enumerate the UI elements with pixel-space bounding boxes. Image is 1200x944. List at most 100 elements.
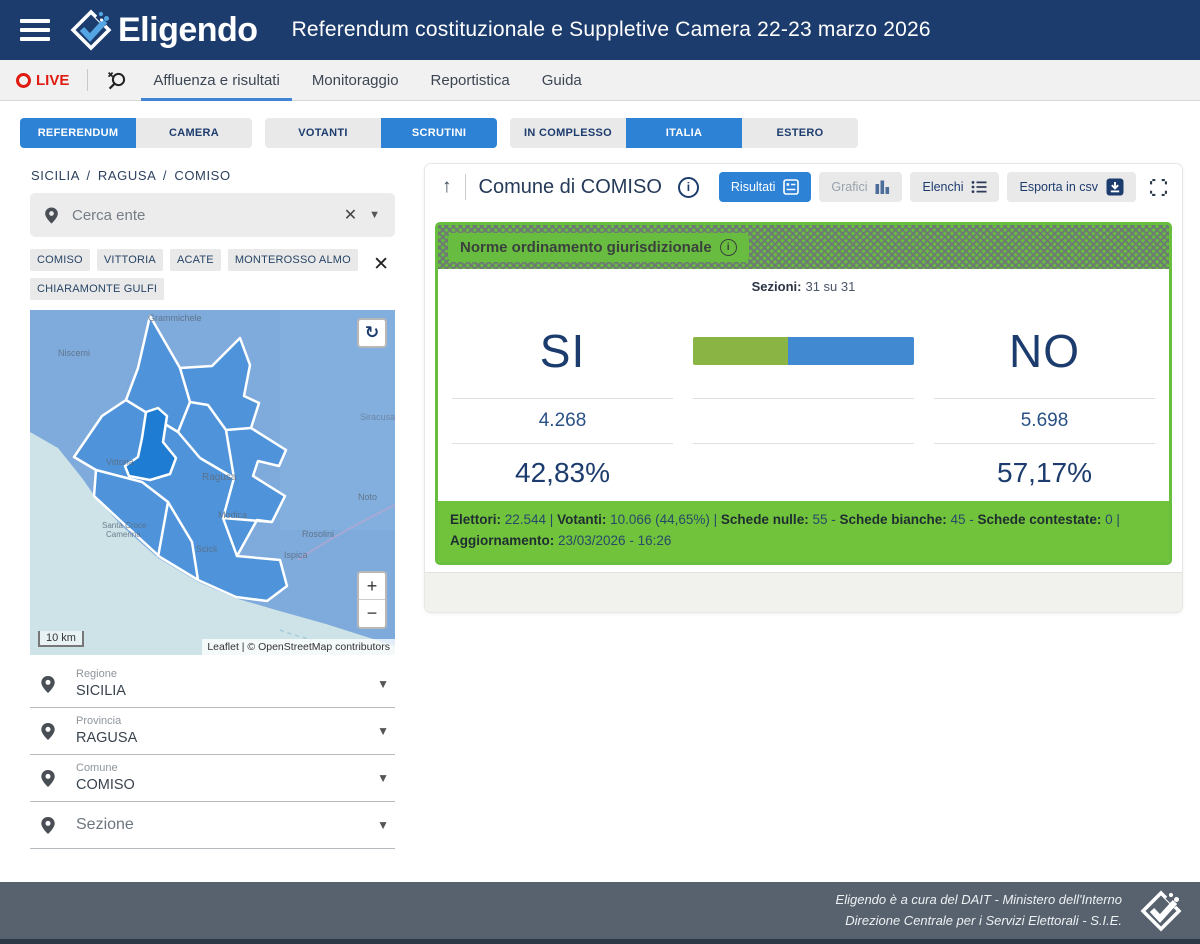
no-percent: 57,17% (934, 443, 1155, 501)
results-panel: ↑ Comune di COMISO i Risultati Grafici (425, 164, 1182, 612)
footer-line-1: Eligendo è a cura del DAIT - Ministero d… (835, 892, 1122, 908)
chip-chiaramonte-gulfi[interactable]: CHIARAMONTE GULFI (30, 278, 165, 300)
map-zoom-out-button[interactable]: − (359, 600, 385, 627)
filter-camera[interactable]: CAMERA (136, 118, 252, 148)
map-zoom-control: + − (357, 571, 387, 629)
map-pin-icon (45, 206, 58, 224)
result-bar-no (787, 336, 914, 365)
bottom-strip (0, 939, 1200, 944)
si-percent: 42,83% (452, 443, 673, 501)
esporta-label: Esporta in csv (1019, 180, 1098, 194)
chip-vittoria[interactable]: VITTORIA (96, 249, 163, 271)
view-type-group: VOTANTI SCRUTINI (265, 118, 497, 148)
map-label-modica: Modica (218, 510, 247, 520)
info-icon[interactable]: i (677, 176, 699, 198)
select-value: SICILIA (76, 682, 126, 699)
chip-acate[interactable]: ACATE (169, 249, 221, 271)
sezioni-line: Sezioni: 31 su 31 (438, 269, 1169, 303)
search-reset-icon[interactable] (96, 60, 137, 100)
chevron-down-icon: ▼ (377, 771, 389, 785)
filter-referendum[interactable]: REFERENDUM (20, 118, 136, 148)
filter-in-complesso[interactable]: IN COMPLESSO (510, 118, 626, 148)
map-label-siracusa: Siracusa (360, 412, 395, 422)
panel-footer-strip (425, 571, 1182, 612)
tab-affluenza-e-risultati[interactable]: Affluenza e risultati (137, 60, 295, 101)
select-regione[interactable]: Regione SICILIA ▼ (30, 661, 395, 708)
select-comune[interactable]: Comune COMISO ▼ (30, 755, 395, 802)
filter-votanti[interactable]: VOTANTI (265, 118, 381, 148)
si-votes: 4.268 (452, 398, 673, 443)
search-caret-icon[interactable]: ▼ (369, 209, 380, 221)
no-votes: 5.698 (934, 398, 1155, 443)
card-list-icon (783, 179, 800, 195)
search-box: ✕ ▼ (30, 193, 395, 237)
map-zoom-in-button[interactable]: + (359, 573, 385, 600)
map-refresh-icon[interactable]: ↻ (357, 318, 387, 348)
question-text: Norme ordinamento giurisdizionale (460, 238, 712, 256)
map-label-vittoria: Vittoria (106, 457, 134, 467)
referendum-question-label[interactable]: Norme ordinamento giurisdizionale i (448, 232, 749, 262)
map-pin-icon (41, 816, 55, 834)
map-pin-icon (41, 675, 55, 693)
tab-monitoraggio[interactable]: Monitoraggio (311, 71, 399, 89)
risultati-label: Risultati (730, 180, 776, 194)
main-nav: LIVE Affluenza e risultati Monitoraggio … (0, 60, 1200, 101)
sezioni-value: 31 su 31 (805, 278, 856, 294)
live-label: LIVE (36, 71, 70, 89)
select-label: Comune (76, 762, 118, 775)
elenchi-label: Elenchi (922, 180, 964, 194)
map[interactable]: Grammichele Niscemi Vittoria Ragusa Modi… (30, 310, 395, 655)
search-input[interactable] (72, 206, 342, 224)
live-indicator[interactable]: LIVE (14, 60, 79, 100)
info-icon[interactable]: i (719, 238, 737, 256)
menu-icon[interactable] (20, 19, 50, 41)
fullscreen-icon[interactable] (1148, 177, 1169, 198)
area-group: IN COMPLESSO ITALIA ESTERO (510, 118, 858, 148)
card-header-hatch: Norme ordinamento giurisdizionale i (438, 225, 1169, 269)
result-bar (693, 336, 914, 365)
risultati-button[interactable]: Risultati (718, 172, 812, 202)
sezioni-label: Sezioni: (751, 278, 802, 294)
chevron-down-icon: ▼ (377, 724, 389, 738)
results-grid: SI NO 4.268 5.698 42,83% (438, 303, 1169, 501)
breadcrumb: SICILIA / RAGUSA / COMISO (31, 168, 231, 183)
clear-chips-icon[interactable]: ✕ (371, 251, 391, 278)
search-clear-icon[interactable]: ✕ (342, 203, 359, 227)
stats-line: Elettori: 22.544 | Votanti: 10.066 (44,6… (438, 501, 1169, 562)
grafici-button[interactable]: Grafici (819, 172, 903, 202)
chip-comiso[interactable]: COMISO (30, 249, 90, 271)
tab-guida[interactable]: Guida (541, 71, 582, 89)
app-header: Eligendo Referendum costituzionale e Sup… (0, 0, 1200, 60)
grafici-label: Grafici (831, 180, 868, 194)
elenchi-button[interactable]: Elenchi (910, 172, 1000, 202)
tab-reportistica[interactable]: Reportistica (430, 71, 510, 89)
si-label: SI (539, 324, 586, 377)
chip-monterosso-almo[interactable]: MONTEROSSO ALMO (227, 249, 358, 271)
empty-cell (693, 443, 914, 501)
filter-estero[interactable]: ESTERO (742, 118, 858, 148)
list-icon (972, 181, 987, 193)
logo-text: Eligendo (118, 10, 258, 49)
result-bar-cell (693, 303, 914, 398)
collapse-arrow-icon[interactable]: ↑ (438, 176, 456, 198)
empty-cell (693, 398, 914, 443)
eligendo-check-icon (70, 9, 112, 51)
select-value: RAGUSA (76, 729, 138, 746)
sidebar: SICILIA / RAGUSA / COMISO ✕ ▼ COMISO VIT… (15, 164, 408, 849)
esporta-csv-button[interactable]: Esporta in csv (1007, 172, 1136, 202)
map-label-grammichele: Grammichele (148, 313, 202, 323)
panel-title: Comune di COMISO (478, 175, 662, 198)
select-sezione[interactable]: Sezione ▼ (30, 802, 395, 849)
filter-italia[interactable]: ITALIA (626, 118, 742, 148)
map-scale: 10 km (38, 631, 84, 647)
map-label-ragusa: Ragusa (202, 472, 237, 483)
site-footer: Eligendo è a cura del DAIT - Ministero d… (0, 882, 1200, 939)
chevron-down-icon: ▼ (377, 818, 389, 832)
filter-scrutini[interactable]: SCRUTINI (381, 118, 497, 148)
select-provincia[interactable]: Provincia RAGUSA ▼ (30, 708, 395, 755)
eligendo-logo[interactable]: Eligendo (68, 7, 258, 53)
map-pin-icon (41, 722, 55, 740)
select-label: Regione (76, 668, 117, 681)
select-value: COMISO (76, 776, 135, 793)
